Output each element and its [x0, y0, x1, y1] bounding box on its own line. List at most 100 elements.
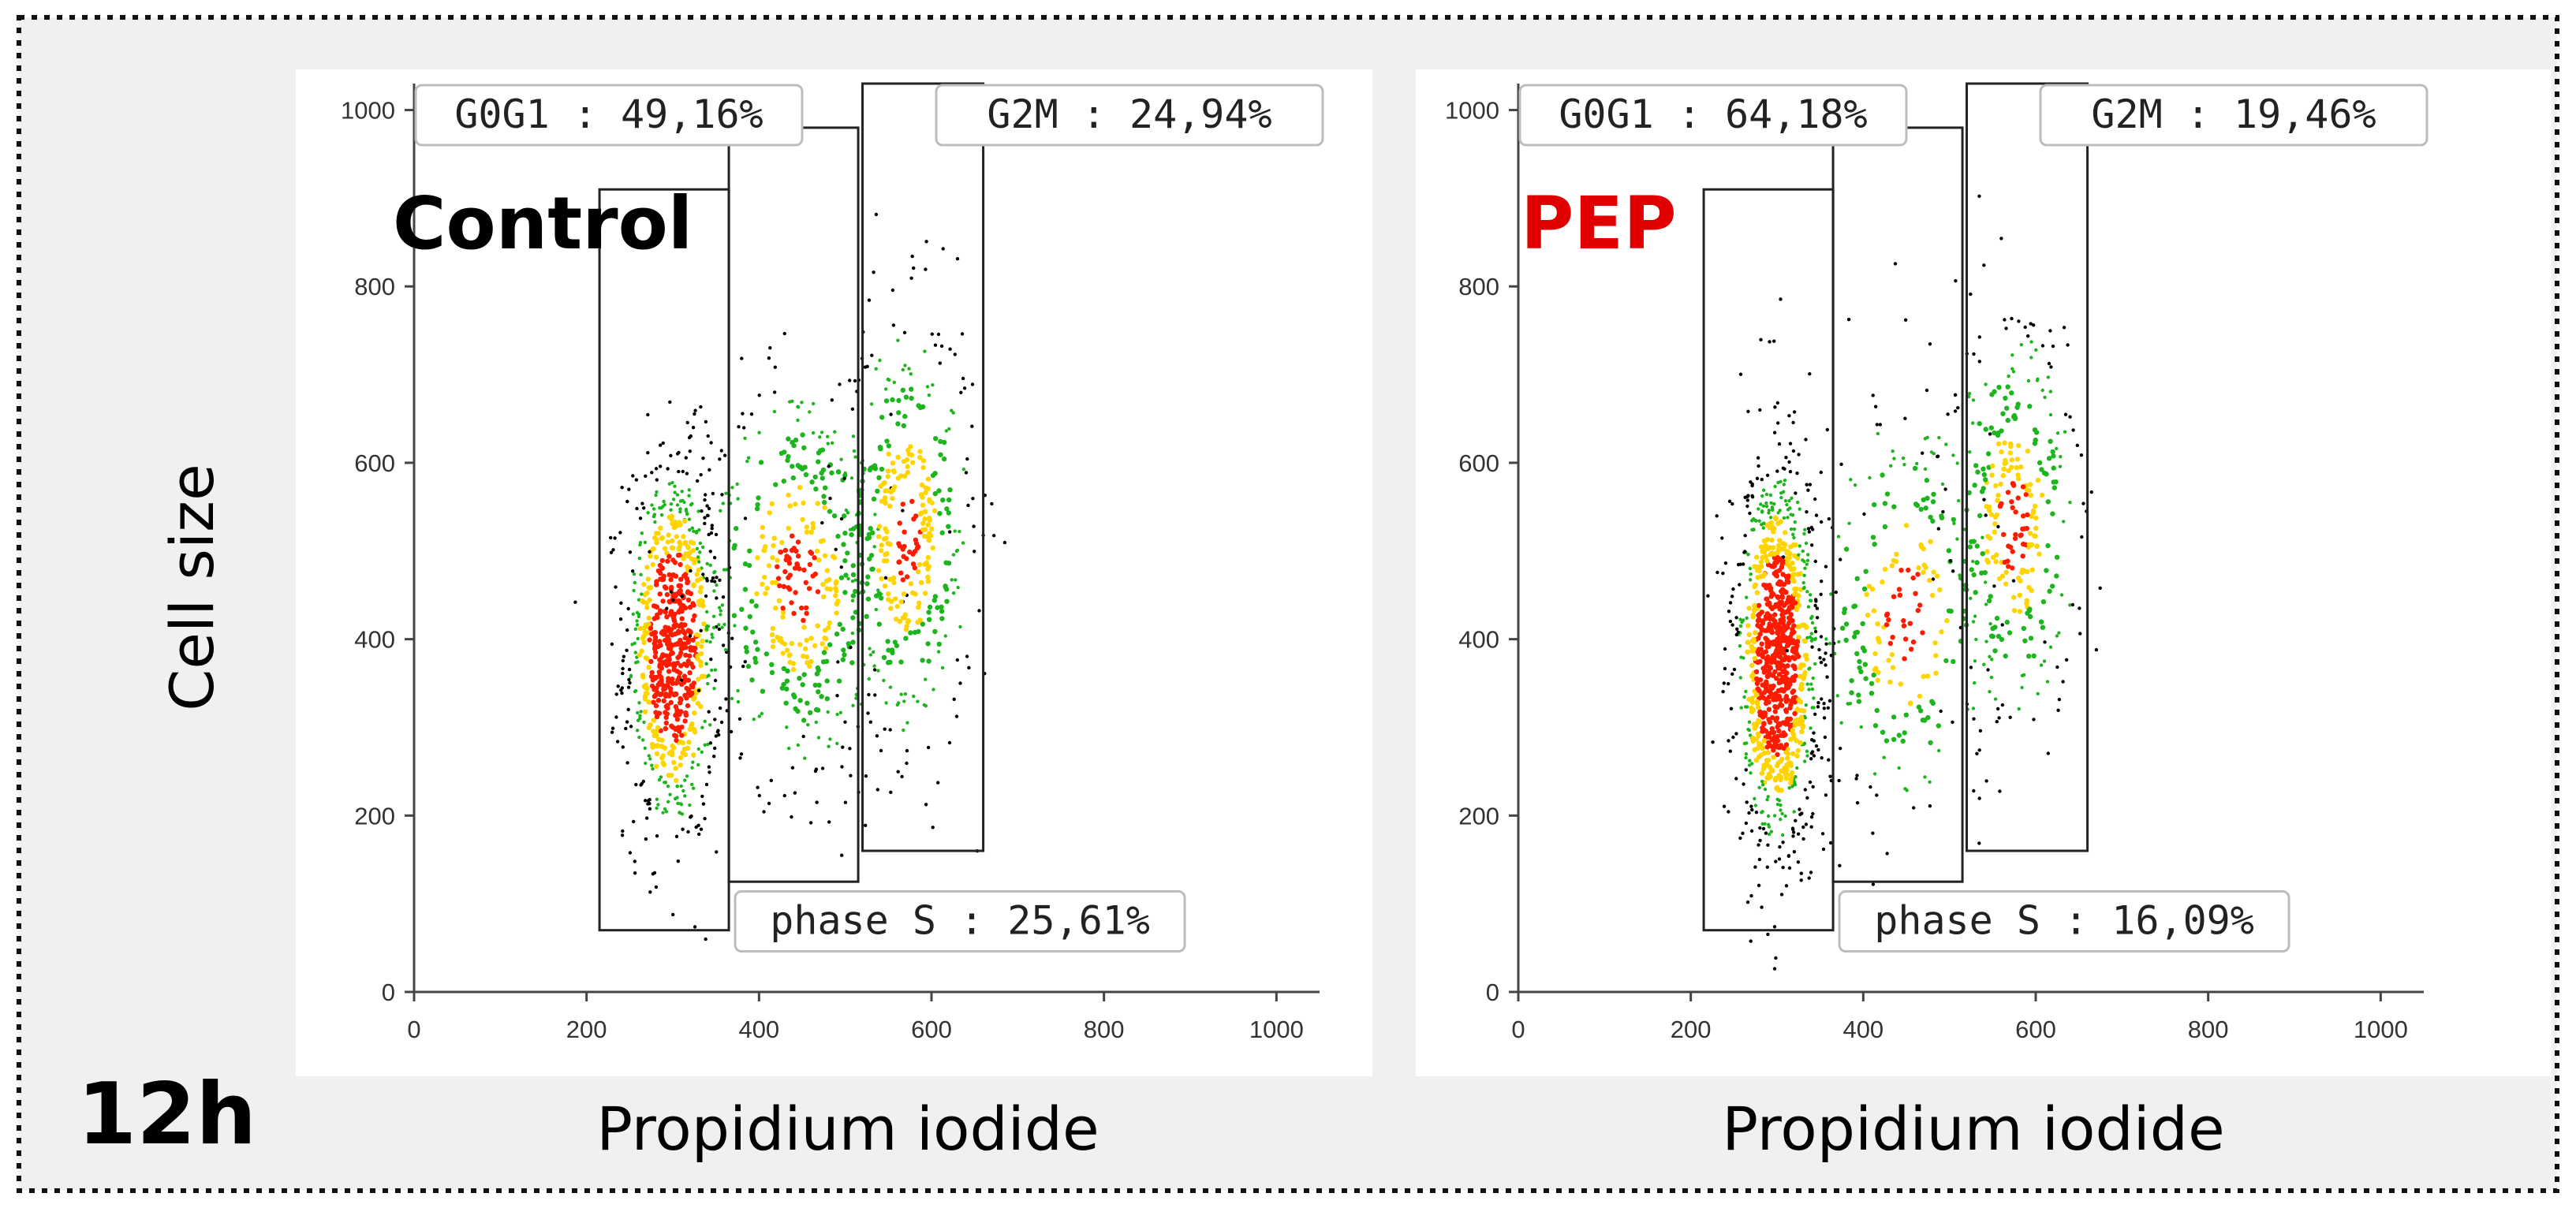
data-point — [885, 639, 890, 644]
data-point — [632, 819, 636, 824]
data-point — [819, 447, 826, 453]
data-point — [2059, 455, 2063, 459]
data-point — [936, 781, 940, 785]
data-point — [1802, 573, 1806, 577]
data-point — [842, 531, 848, 536]
data-point — [2029, 567, 2035, 572]
data-point — [1748, 759, 1752, 762]
data-point — [1769, 537, 1775, 543]
data-point — [710, 524, 714, 528]
data-point — [1819, 660, 1824, 665]
data-point — [790, 666, 797, 673]
data-point — [2026, 542, 2032, 547]
data-point — [803, 580, 808, 585]
data-point — [1798, 740, 1803, 746]
data-point — [1786, 573, 1791, 579]
data-point — [1789, 513, 1793, 516]
data-point — [900, 577, 906, 583]
data-point — [926, 538, 932, 543]
data-point — [622, 654, 626, 658]
data-point — [2049, 365, 2053, 369]
data-point — [1780, 674, 1786, 680]
data-point — [781, 479, 786, 484]
data-point — [778, 450, 785, 457]
data-point — [1805, 682, 1809, 686]
data-point — [668, 611, 674, 617]
gate-label-g2m: G2M : 24,94% — [987, 91, 1271, 137]
data-point — [2002, 460, 2007, 467]
data-point — [1982, 263, 1986, 267]
data-point — [703, 743, 707, 747]
data-point — [1811, 785, 1815, 789]
data-point — [967, 666, 971, 669]
data-point — [763, 544, 768, 550]
data-point — [2008, 441, 2014, 447]
data-point — [1795, 555, 1801, 561]
data-point — [854, 696, 858, 700]
data-point — [909, 498, 915, 504]
data-point — [1731, 735, 1735, 740]
data-point — [2028, 492, 2033, 498]
data-point — [637, 701, 641, 705]
data-point — [637, 735, 641, 740]
data-point — [960, 332, 965, 336]
data-point — [902, 699, 906, 703]
data-point — [640, 501, 644, 505]
data-point — [1794, 718, 1799, 723]
data-point — [781, 681, 786, 688]
data-point — [886, 597, 891, 602]
data-point — [1762, 571, 1768, 577]
data-point — [1804, 822, 1809, 826]
data-point — [784, 686, 790, 692]
data-point — [824, 678, 830, 684]
data-point — [1803, 566, 1807, 570]
data-point — [1988, 690, 1992, 694]
data-point — [1749, 699, 1756, 705]
data-point — [742, 426, 746, 430]
data-point — [1777, 799, 1782, 803]
data-point — [1995, 493, 2001, 498]
data-point — [1925, 673, 1931, 679]
data-point — [639, 710, 643, 714]
data-point — [1772, 612, 1778, 617]
data-point — [648, 801, 651, 806]
data-point — [1749, 662, 1755, 668]
data-point — [931, 383, 935, 387]
data-point — [1996, 524, 2000, 529]
data-point — [1744, 768, 1748, 772]
y-tick-label: 200 — [354, 802, 395, 830]
data-point — [638, 714, 642, 718]
data-point — [653, 703, 659, 709]
data-point — [1984, 382, 1988, 386]
data-point — [1805, 754, 1809, 758]
data-point — [2057, 631, 2061, 635]
data-point — [633, 580, 637, 585]
data-point — [1764, 628, 1770, 633]
data-point — [648, 890, 652, 894]
data-point — [896, 397, 902, 404]
data-point — [2029, 356, 2033, 360]
data-point — [1771, 545, 1776, 550]
data-point — [846, 576, 850, 581]
data-point — [1752, 602, 1757, 609]
data-point — [1782, 516, 1786, 520]
data-point — [1975, 751, 1979, 755]
data-point — [883, 488, 888, 494]
data-point — [677, 670, 683, 676]
data-point — [1988, 621, 1992, 626]
data-point — [700, 794, 704, 799]
data-point — [2023, 542, 2029, 547]
data-point — [819, 475, 826, 481]
data-point — [867, 677, 872, 681]
data-point — [840, 626, 846, 632]
data-point — [685, 628, 691, 633]
data-point — [824, 695, 831, 702]
data-point — [2017, 707, 2021, 711]
data-point — [1805, 558, 1810, 562]
data-point — [756, 785, 760, 789]
data-point — [677, 520, 682, 525]
data-point — [891, 469, 897, 475]
data-point — [2017, 609, 2023, 614]
data-point — [752, 718, 756, 721]
data-point — [886, 591, 891, 597]
